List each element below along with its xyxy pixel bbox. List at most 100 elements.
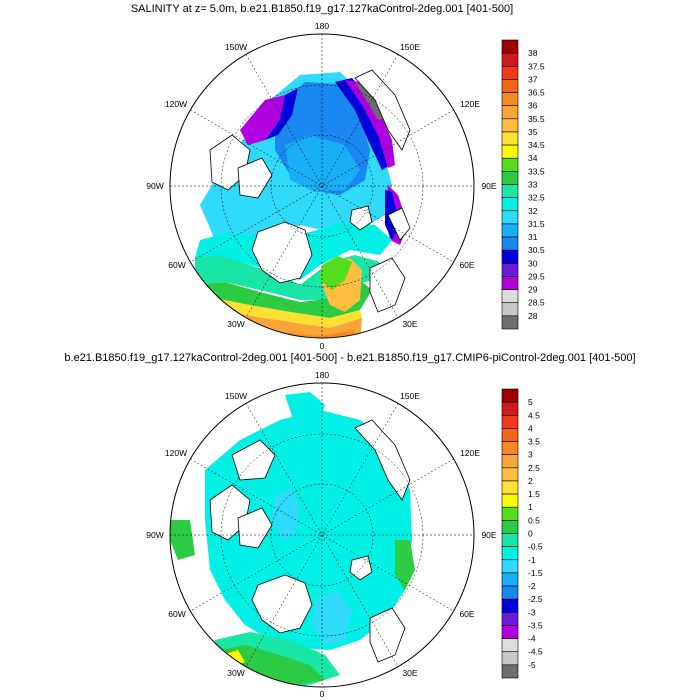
- colorbar-swatch: [501, 131, 519, 146]
- siberian-shelf-violet: [345, 80, 395, 168]
- siberian-coastal-gray: [355, 82, 385, 120]
- canadian-shelf-violet: [240, 95, 285, 145]
- colorbar-swatch: [501, 315, 519, 330]
- lon-label-90w: 90W: [146, 530, 163, 540]
- lon-label-150w: 150W: [225, 42, 247, 52]
- colorbar-2-label: -4.5: [528, 647, 543, 657]
- polar-map-2: 180 150W 150E 120W 120E 90W 90E 60W 60E …: [146, 370, 497, 699]
- colorbar-2-boxes: [501, 388, 519, 679]
- colorbar-2-label: -5: [528, 660, 536, 670]
- novaya-zemlya-1: [387, 207, 411, 241]
- colorbar-1-label: 28.5: [528, 298, 545, 308]
- graticule-1: [170, 34, 474, 338]
- panel-1: SALINITY at z= 5.0m, b.e21.B1850.f19_g17…: [131, 3, 545, 351]
- colorbar-1-label: 30: [528, 258, 538, 268]
- panel-2-title: b.e21.B1850.f19_g17.127kaControl-2deg.00…: [64, 352, 635, 364]
- colorbar-swatch: [501, 598, 519, 613]
- atlantic-yellow-band: [188, 298, 362, 328]
- nordic-seas-green: [320, 256, 352, 290]
- colorbar-1-label: 33: [528, 180, 538, 190]
- colorbar-swatch: [501, 414, 519, 429]
- colorbar-swatch: [501, 388, 519, 403]
- lon-label-0: 0: [320, 689, 325, 699]
- atlantic-green-band: [195, 280, 372, 318]
- colorbar-swatch: [501, 664, 519, 679]
- longitude-labels-1: 180 150W 150E 120W 120E 90W 90E 60W 60E …: [146, 21, 497, 351]
- siberia-coast-1: [354, 69, 411, 151]
- colorbar-swatch: [501, 546, 519, 561]
- colorbar-2-label: -0.5: [528, 542, 543, 552]
- graticule-2: [170, 383, 474, 687]
- colorbar-2-label: 3.5: [528, 437, 540, 447]
- colorbar-2-label: 4: [528, 423, 533, 433]
- colorbar-swatch: [501, 39, 519, 54]
- colorbar-2-labels: 5 4.5 4 3.5 3 2.5 2 1.5 1 0.5 0 -0.5 -1 …: [528, 397, 543, 670]
- colorbar-1-label: 35.5: [528, 114, 545, 124]
- colorbar-1-labels: 38 37.5 37 36.5 36 35.5 35 34.5 34 33.5 …: [528, 48, 545, 321]
- colorbar-1-label: 36.5: [528, 88, 545, 98]
- lon-label-60w: 60W: [168, 260, 185, 270]
- anomaly-fill-canada-green: [170, 520, 195, 560]
- colorbar-1-label: 37.5: [528, 61, 545, 71]
- colorbar-swatch: [501, 184, 519, 198]
- lon-label-150e: 150E: [400, 42, 420, 52]
- colorbar-swatch: [501, 401, 519, 416]
- lon-label-60e: 60E: [459, 609, 474, 619]
- colorbar-swatch: [501, 157, 519, 172]
- colorbar-2-label: 0: [528, 529, 533, 539]
- ocean-fill-low-salinity: [285, 135, 360, 192]
- longitude-labels-2: 180 150W 150E 120W 120E 90W 90E 60W 60E …: [146, 370, 497, 699]
- colorbar-swatch: [501, 302, 519, 317]
- colorbar-2-label: -1.5: [528, 568, 543, 578]
- greenland-1: [251, 221, 313, 284]
- colorbar-swatch: [501, 467, 519, 482]
- colorbar-swatch: [501, 612, 519, 626]
- colorbar-1-label: 29.5: [528, 271, 545, 281]
- siberian-shelf-fresh: [335, 78, 390, 170]
- colorbar-2-label: 2: [528, 476, 533, 486]
- colorbar-swatch: [501, 651, 519, 666]
- lon-label-120e: 120E: [460, 99, 480, 109]
- colorbar-2-label: 2.5: [528, 463, 540, 473]
- colorbar-1-label: 34: [528, 153, 538, 163]
- canadian-shelf-blue: [265, 88, 298, 140]
- colorbar-2-label: 0.5: [528, 515, 540, 525]
- lon-label-90e: 90E: [481, 530, 496, 540]
- lon-label-90e: 90E: [481, 181, 496, 191]
- colorbar-2-label: 3: [528, 450, 533, 460]
- lon-label-30e: 30E: [402, 319, 417, 329]
- lon-label-30w: 30W: [227, 319, 244, 329]
- colorbar-2-label: -3.5: [528, 620, 543, 630]
- colorbar-1-label: 31: [528, 232, 538, 242]
- lon-label-30w: 30W: [227, 668, 244, 678]
- colorbar-swatch: [501, 441, 519, 455]
- lon-label-30e: 30E: [402, 668, 417, 678]
- colorbar-2-label: 5: [528, 397, 533, 407]
- colorbar-swatch: [501, 52, 519, 67]
- colorbar-swatch: [501, 263, 519, 277]
- canadian-islands-1: [237, 157, 273, 199]
- lon-label-180: 180: [315, 370, 329, 380]
- colorbar-swatch: [501, 210, 519, 225]
- scandinavia-1: [369, 257, 406, 313]
- siberia-coast-2: [354, 419, 411, 501]
- lon-label-150e: 150E: [400, 391, 420, 401]
- colorbar-swatch: [501, 480, 519, 495]
- colorbar-swatch: [501, 79, 519, 93]
- colorbar-2-label: -2.5: [528, 594, 543, 604]
- colorbar-1-label: 37: [528, 74, 538, 84]
- colorbar-2-label: 1: [528, 502, 533, 512]
- greenland-2: [251, 574, 313, 634]
- colorbar-swatch: [501, 105, 519, 120]
- svalbard-2: [349, 555, 373, 581]
- colorbar-swatch: [501, 559, 519, 574]
- canadian-islands-2: [237, 507, 273, 549]
- colorbar-1-label: 31.5: [528, 219, 545, 229]
- colorbar-2-label: 1.5: [528, 489, 540, 499]
- colorbar-swatch: [501, 249, 519, 264]
- colorbar-1-label: 30.5: [528, 245, 545, 255]
- anomaly-fill-beaufort: [272, 488, 300, 540]
- colorbar-2: 5 4.5 4 3.5 3 2.5 2 1.5 1 0.5 0 -0.5 -1 …: [501, 388, 543, 679]
- colorbar-swatch: [501, 520, 519, 534]
